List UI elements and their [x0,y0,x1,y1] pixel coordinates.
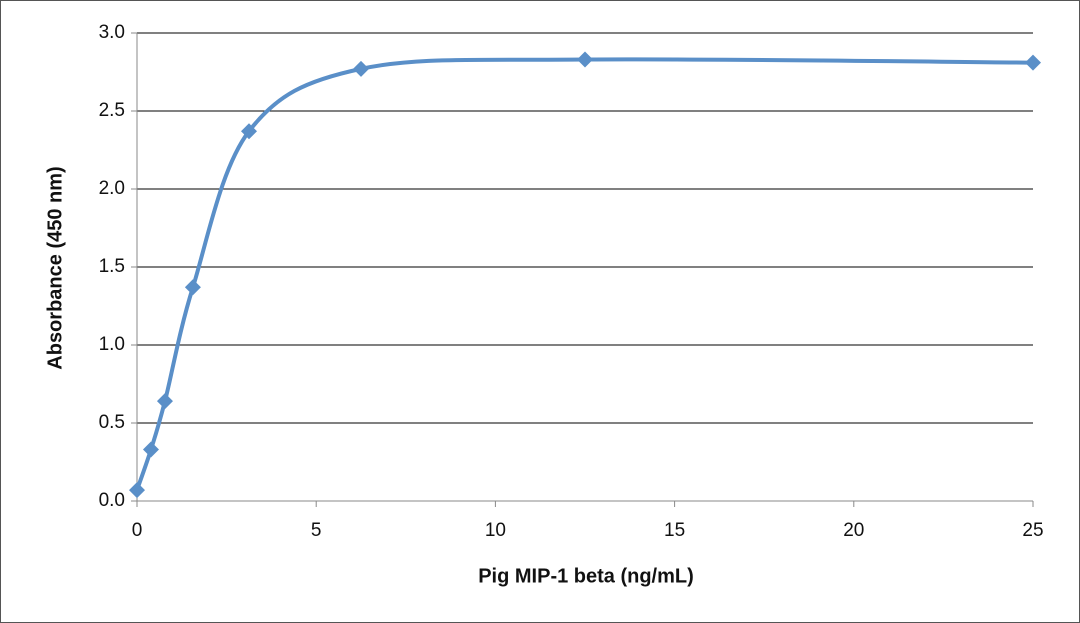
data-point [156,393,173,410]
y-tick-label: 1.0 [99,334,125,355]
data-point [129,482,145,499]
y-tick-label: 0.5 [99,412,125,433]
x-tick-label: 0 [132,520,143,541]
data-point [142,441,159,458]
data-point [353,60,369,77]
x-tick-label: 20 [843,520,864,541]
x-tick-label: 10 [485,520,506,541]
x-tick-label: 25 [1022,520,1043,541]
y-tick-label: 3.0 [99,22,125,43]
data-point [241,123,257,140]
y-tick-label: 1.5 [99,256,125,277]
data-point [577,51,593,68]
x-tick-label: 15 [664,520,685,541]
y-tick-label: 2.0 [99,178,125,199]
series-line [135,57,1034,491]
y-axis-title: Absorbance (450 nm) [44,166,66,369]
y-tick-label: 2.5 [99,100,125,121]
data-point [1025,54,1041,71]
x-tick-label: 5 [311,520,322,541]
y-tick-label: 0.0 [99,490,125,511]
data-point [184,279,201,296]
x-axis-title: Pig MIP-1 beta (ng/mL) [478,565,694,587]
